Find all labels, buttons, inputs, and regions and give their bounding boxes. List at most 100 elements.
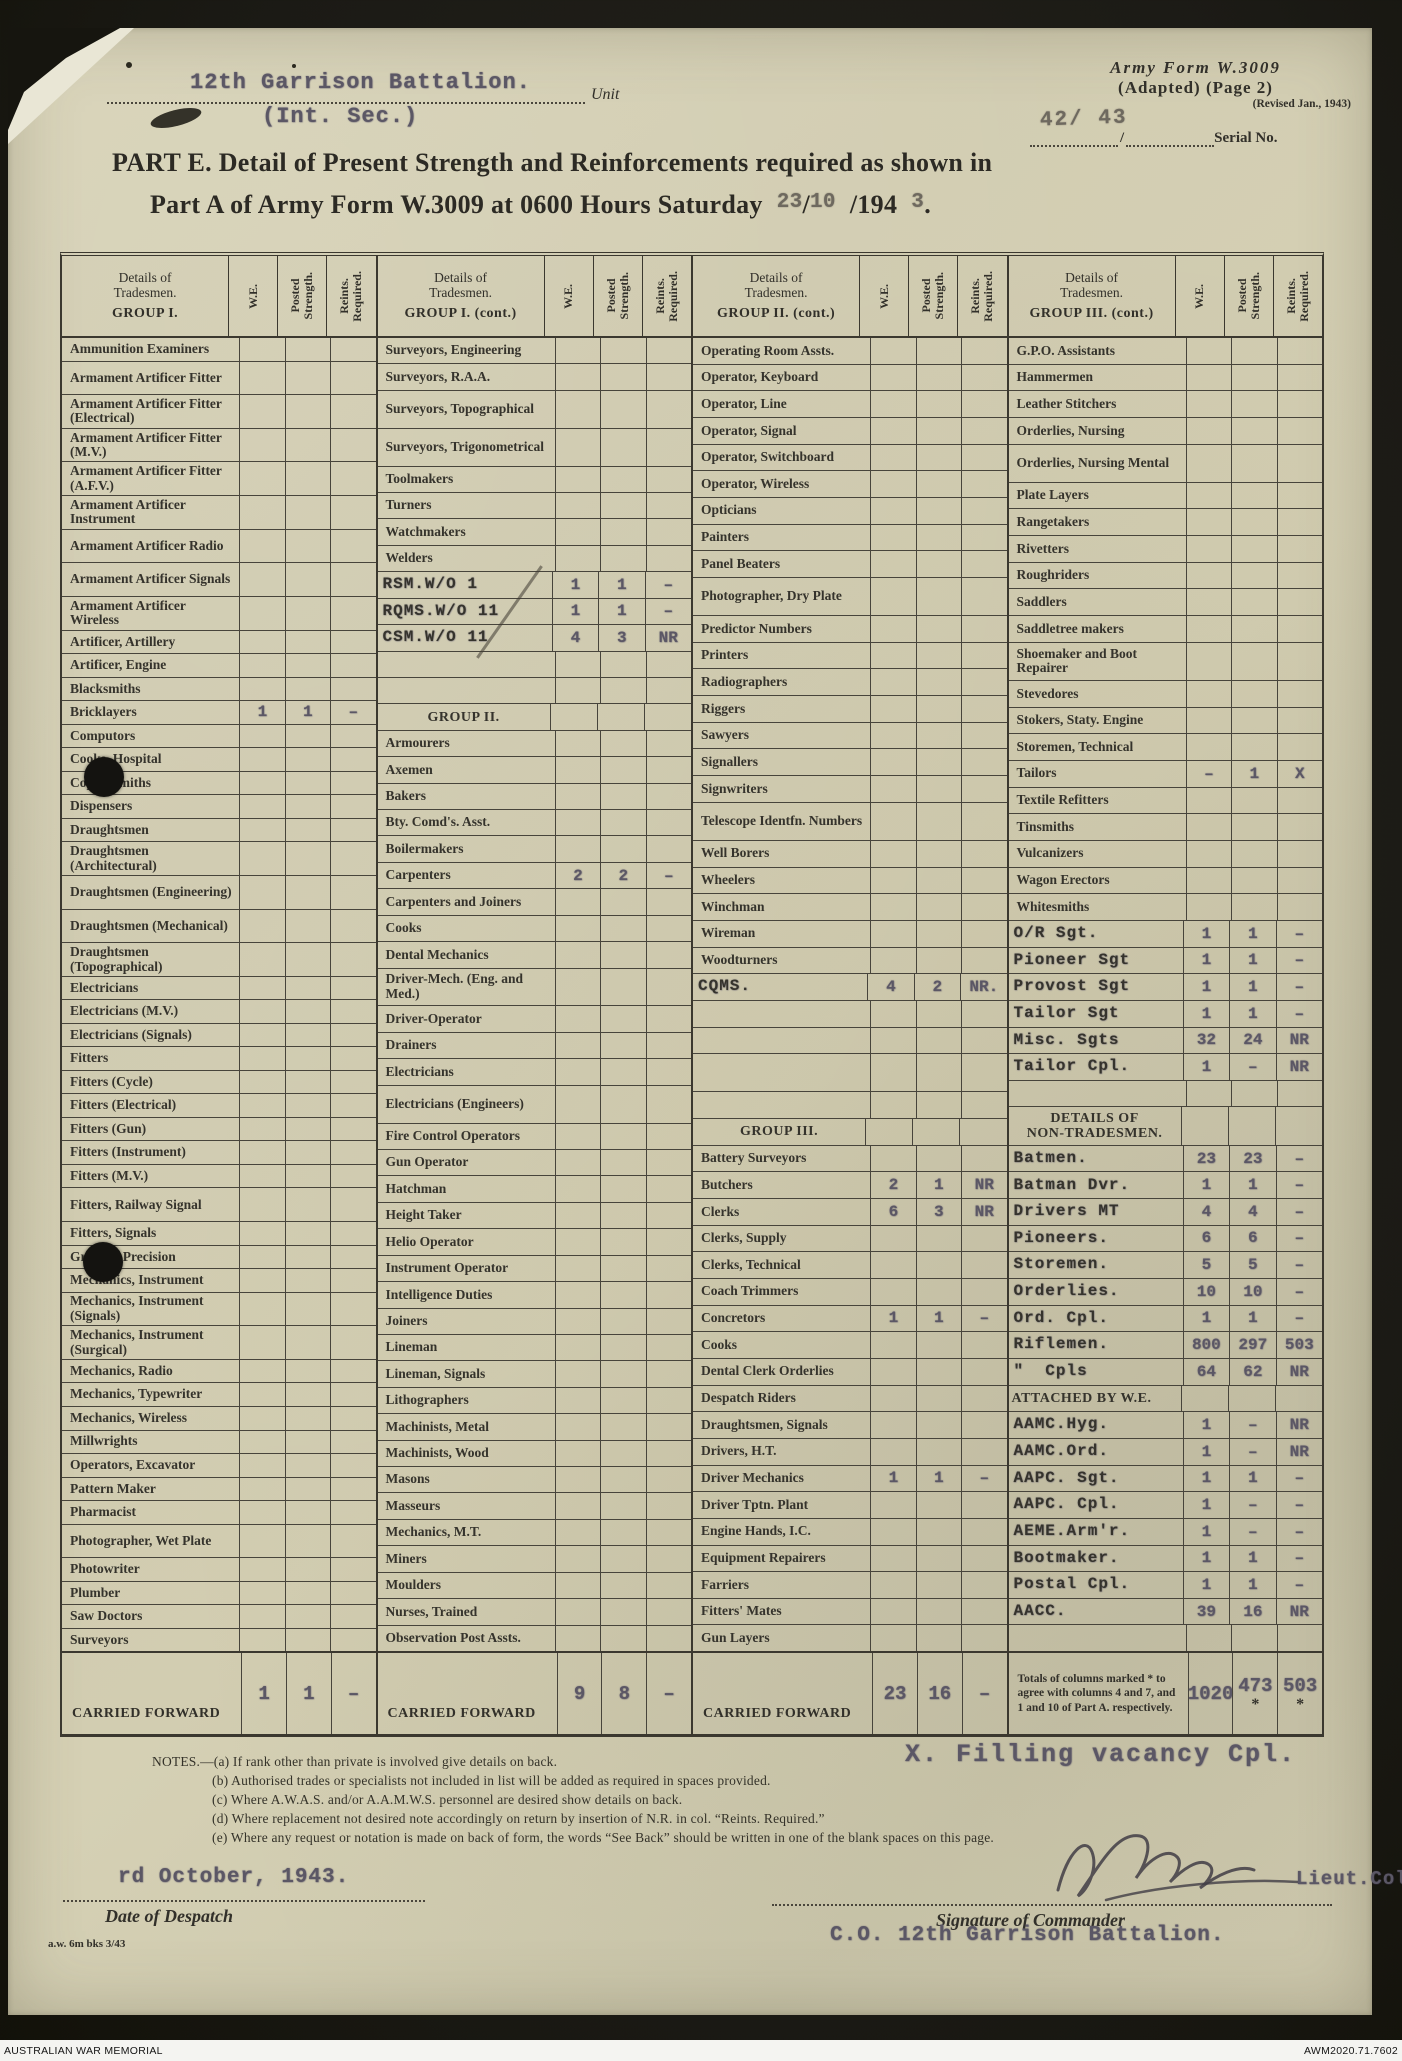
- typed-value: –: [1294, 1004, 1305, 1023]
- table-row: Helio Operator: [377, 1229, 691, 1256]
- date-year-stamp: 3: [911, 191, 925, 214]
- posted-strength-cell: [915, 1492, 961, 1518]
- typed-value: 1: [1201, 1309, 1212, 1328]
- posted-strength-cell: [284, 597, 330, 630]
- table-row: Pharmacist: [62, 1501, 376, 1525]
- trade-label: Nurses, Trained: [385, 1603, 478, 1619]
- we-cell: [870, 1438, 915, 1465]
- reints-required-cell: [330, 1359, 375, 1383]
- we-cell: 1: [1182, 1172, 1229, 1198]
- we-cell: [239, 771, 284, 795]
- unit-name-typed: 12th Garrison Battalion.: [190, 70, 531, 95]
- carried-forward-row: CARRIED FORWARD 9 8 –: [377, 1651, 691, 1734]
- reints-required-cell: –: [646, 1653, 691, 1734]
- reints-required-cell: [330, 1047, 375, 1070]
- we-cell: [239, 1454, 284, 1477]
- table-row: RSM.W/O 1 1 1 –: [377, 572, 691, 599]
- trade-label: Mechanics, Typewriter: [70, 1386, 203, 1402]
- we-cell: [554, 1123, 600, 1149]
- posted-strength-cell: [1231, 509, 1276, 536]
- table-row: Riggers: [693, 696, 1007, 723]
- posted-strength-cell: [1231, 391, 1276, 417]
- typed-value: 1: [1201, 1496, 1212, 1515]
- typed-value: 297: [1238, 1336, 1268, 1355]
- table-row: Draughtsmen, Signals: [693, 1412, 1007, 1439]
- reints-required-cell: [330, 428, 375, 462]
- reints-required-cell: [645, 492, 691, 519]
- trade-label: Draughtsmen: [70, 821, 149, 837]
- we-cell: 64: [1182, 1358, 1229, 1385]
- trade-label: Butchers: [701, 1176, 753, 1192]
- reints-required-cell: [1276, 840, 1322, 867]
- reints-required-cell: NR: [961, 1172, 1006, 1198]
- typed-value: 1: [1201, 1522, 1212, 1541]
- trade-label: Intelligence Duties: [385, 1286, 493, 1302]
- typed-value: 39: [1196, 1602, 1216, 1621]
- posted-strength-cell: [600, 1282, 645, 1308]
- posted-strength-cell: [915, 497, 961, 524]
- typed-entry-label: AAPC. Cpl.: [1013, 1495, 1120, 1514]
- we-cell: [870, 920, 915, 947]
- table-row: Armament Artificer Fitter: [62, 361, 376, 396]
- reints-required-cell: [961, 524, 1006, 551]
- we-cell: [1185, 1080, 1231, 1107]
- trade-label: Operator, Wireless: [701, 475, 810, 491]
- reints-required-cell: [330, 1222, 375, 1245]
- typed-value: 800: [1191, 1336, 1221, 1355]
- we-cell: [1185, 616, 1231, 642]
- posted-strength-cell: –: [1229, 1492, 1275, 1518]
- trade-label: Welders: [385, 550, 433, 566]
- trade-label: Armament Artificer Wireless: [70, 597, 186, 628]
- reints-required-cell: –: [1275, 1545, 1322, 1572]
- table-row: [693, 1000, 1007, 1028]
- table-row: Dental Clerk Orderlies: [693, 1358, 1007, 1386]
- we-cell: [870, 1278, 915, 1305]
- trade-label: Mechanics, Instrument (Surgical): [70, 1327, 204, 1357]
- table-row: Storemen, Technical: [1008, 734, 1322, 761]
- we-cell: [239, 1070, 284, 1094]
- typed-value: 1: [617, 575, 627, 594]
- we-cell: [870, 894, 915, 920]
- trade-label: Helio Operator: [385, 1233, 474, 1249]
- trade-label: Operators, Excavator: [70, 1456, 196, 1472]
- typed-value: 1: [1201, 1576, 1212, 1594]
- reints-required-cell: [645, 1085, 691, 1123]
- we-cell: 1: [870, 1305, 915, 1332]
- we-cell: [239, 818, 284, 842]
- note-line: NOTES.—(a) If rank other than private is…: [152, 1754, 558, 1769]
- table-row: Driver-Operator: [377, 1006, 691, 1033]
- we-cell: [870, 840, 915, 867]
- awm-footer-right: AWM2020.71.7602: [1303, 2044, 1398, 2057]
- trade-label: Orderlies, Nursing Mental: [1016, 454, 1170, 470]
- table-row: [693, 1092, 1007, 1120]
- posted-strength-cell: [284, 1477, 330, 1501]
- typed-value: –: [1248, 1442, 1258, 1461]
- reints-required-cell: [645, 466, 691, 492]
- we-cell: [239, 597, 284, 630]
- reints-required-cell: [330, 1406, 375, 1430]
- table-row: Lineman, Signals: [377, 1361, 691, 1388]
- typed-value: 4: [1201, 1202, 1212, 1221]
- table-group-1: Details of Tradesmen. GROUP I. W.E. Posted S…: [62, 256, 376, 1734]
- table-row: Equipment Repairers: [693, 1545, 1007, 1573]
- typed-entry-label: Tailor Sgt: [1013, 1004, 1120, 1023]
- typed-value: –: [1294, 1202, 1305, 1221]
- reints-required-cell: [1276, 734, 1322, 760]
- posted-strength-cell: [915, 696, 961, 722]
- table-row: Mechanics, Wireless: [62, 1406, 376, 1431]
- posted-strength-cell: [600, 519, 645, 545]
- trade-label: Rangetakers: [1016, 514, 1090, 530]
- posted-strength-cell: [600, 1414, 645, 1440]
- we-cell: [870, 364, 915, 391]
- table-row: AEME.Arm'r. 1 – –: [1008, 1518, 1322, 1546]
- typed-value: –: [1294, 1282, 1305, 1301]
- reints-required-cell: [330, 1454, 375, 1477]
- we-cell: [239, 1501, 284, 1524]
- we-cell: [239, 1477, 284, 1501]
- typed-entry-label: Misc. Sgts: [1013, 1030, 1120, 1049]
- reints-required-cell: [1274, 1385, 1322, 1412]
- posted-strength-cell: 3: [598, 625, 644, 651]
- posted-strength-cell: [915, 551, 961, 577]
- typed-entry-label: Postal Cpl.: [1013, 1575, 1131, 1594]
- we-cell: [554, 677, 600, 704]
